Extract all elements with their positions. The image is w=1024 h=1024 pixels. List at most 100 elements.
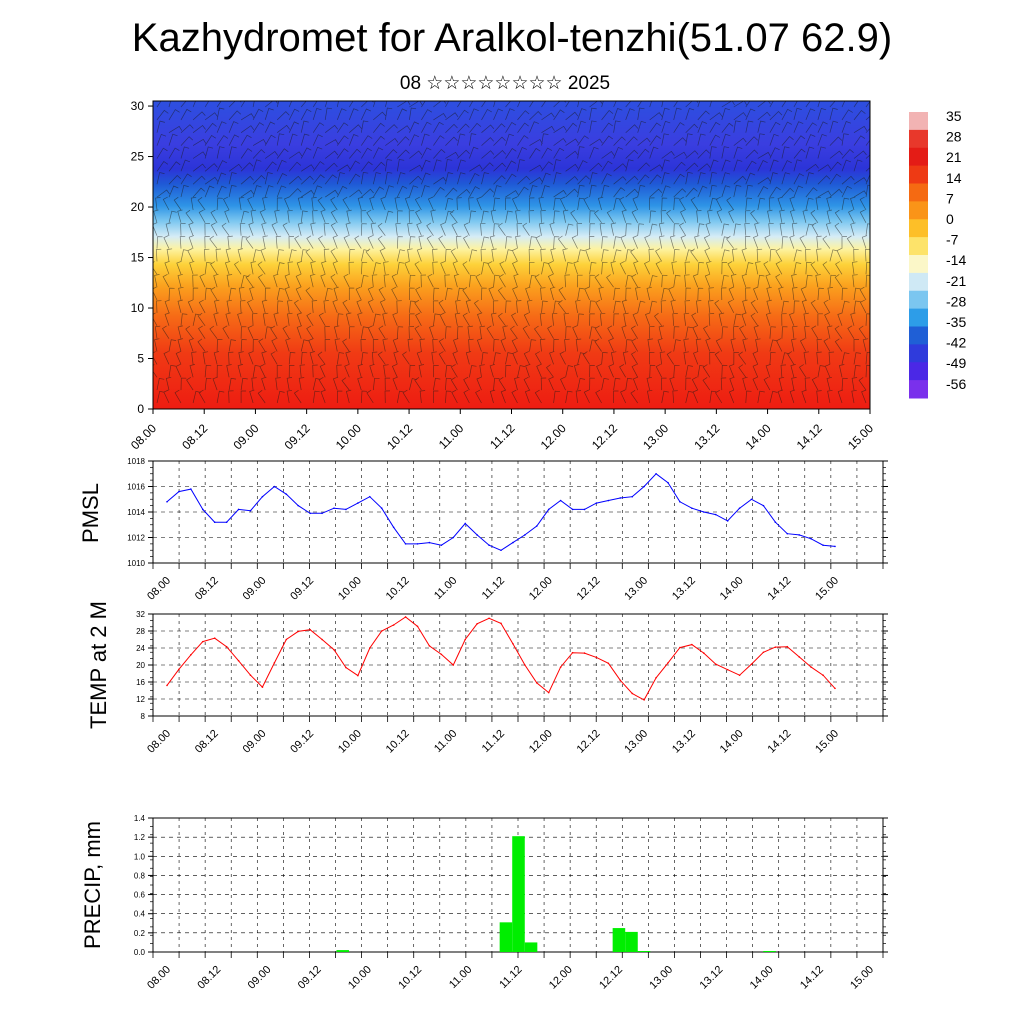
temp-xtick-label: 15.00 — [813, 728, 841, 756]
temp-xtick-label: 10.12 — [384, 728, 412, 756]
precip-xtick-label: 09.00 — [246, 964, 274, 992]
cs-ytick-label: 15 — [131, 251, 145, 265]
temp-point — [667, 662, 669, 664]
pmsl-point — [225, 521, 228, 523]
pmsl-panel: PMSL 1010 1012 1014 1016 1018 08.00 08.12 09.00… — [78, 457, 888, 603]
colorbar-label: 0 — [946, 211, 954, 227]
temp-point — [404, 616, 407, 618]
temp-ytick-label: 20 — [136, 661, 145, 670]
colorbar-label: -14 — [946, 252, 966, 268]
temp-point — [380, 630, 383, 632]
wind-barb-field — [153, 101, 870, 404]
pmsl-point — [607, 499, 610, 502]
temp-ytick-label: 8 — [141, 712, 146, 721]
temp-xtick-label: 14.00 — [718, 728, 746, 756]
pmsl-point — [667, 481, 669, 484]
temp-point — [595, 656, 598, 659]
colorbar-swatch — [909, 183, 928, 202]
temp-point — [786, 645, 789, 648]
page-title: Kazhydromet for Aralkol-tenzhi(51.07 62.… — [131, 16, 893, 60]
temp-point — [702, 652, 705, 654]
pmsl-point — [750, 498, 753, 501]
pmsl-xtick-label: 14.12 — [765, 575, 793, 603]
pmsl-xtick-label: 10.00 — [336, 575, 364, 603]
temp-point — [631, 692, 634, 695]
cs-xtick-label: 12.12 — [589, 421, 620, 452]
precip-ytick-label: 0.4 — [134, 910, 146, 919]
temp-point — [798, 656, 801, 658]
temp-xtick-label: 10.00 — [336, 728, 364, 756]
temp-point — [500, 622, 502, 625]
temp-xtick-label: 12.12 — [575, 728, 603, 756]
colorbar-swatch — [909, 255, 928, 274]
precip-bar — [637, 951, 651, 952]
pmsl-point — [834, 545, 836, 548]
cs-xtick-label: 09.12 — [282, 421, 313, 452]
temp-point — [309, 628, 311, 631]
temp-line — [166, 616, 836, 701]
temp-point — [416, 625, 419, 628]
colorbar-swatch — [909, 201, 928, 220]
temp-point — [166, 684, 168, 687]
cs-xtick-label: 15.00 — [845, 421, 876, 452]
temp-point — [714, 663, 717, 665]
wind-barbs — [153, 101, 870, 404]
colorbar-label: 7 — [946, 190, 954, 206]
pmsl-xtick-label: 08.00 — [145, 575, 173, 603]
temp-point — [762, 651, 765, 654]
cross-section-panel: 0 5 10 15 20 25 30 08.00 08.12 09.00 09.12 10.00 10… — [128, 99, 876, 452]
precip-bar — [612, 928, 626, 952]
temp-point — [750, 663, 753, 665]
colorbar-swatch — [909, 219, 928, 238]
pmsl-point — [774, 521, 777, 523]
precip-bar — [625, 931, 638, 952]
pmsl-point — [297, 504, 300, 507]
cs-ytick-label: 25 — [131, 150, 145, 164]
pmsl-point — [583, 508, 586, 511]
colorbar-label: 21 — [946, 149, 962, 165]
temp-point — [774, 646, 777, 648]
precip-xtick-label: 11.00 — [447, 964, 474, 991]
pmsl-point — [273, 485, 276, 488]
colorbar-label: 28 — [946, 129, 962, 145]
precip-xtick-label: 10.12 — [396, 964, 424, 992]
temp-point — [178, 668, 180, 671]
pmsl-point — [476, 534, 478, 536]
pmsl-ytick-label: 1014 — [127, 508, 145, 517]
pmsl-point — [702, 511, 705, 513]
colorbar-swatch — [909, 129, 928, 149]
temp-point — [392, 624, 395, 626]
pmsl-point — [309, 512, 311, 515]
cross-section-x-axis: 08.00 08.12 09.00 09.12 10.00 10.12 11.00 11.12… — [128, 409, 876, 452]
cs-xtick-label: 10.12 — [384, 421, 415, 452]
pmsl-xtick-label: 13.00 — [622, 575, 650, 603]
precip-bar — [499, 922, 513, 952]
pmsl-point — [190, 488, 192, 490]
pmsl-xtick-label: 13.12 — [670, 575, 698, 603]
temp-point — [201, 640, 204, 643]
pmsl-point — [512, 541, 514, 544]
precip-ytick-label: 1.4 — [134, 814, 146, 823]
pmsl-point — [810, 537, 812, 540]
temp-point — [512, 642, 514, 645]
cs-xtick-label: 08.00 — [128, 421, 159, 452]
temp-point — [488, 617, 490, 620]
pmsl-xtick-label: 09.12 — [288, 575, 316, 603]
pmsl-point — [452, 536, 455, 539]
temp-point — [333, 648, 335, 651]
pmsl-point — [571, 508, 574, 511]
cs-xtick-label: 11.00 — [436, 421, 467, 452]
temp-point — [619, 679, 622, 682]
pmsl-point — [404, 543, 407, 545]
temp-xtick-label: 08.12 — [193, 728, 221, 756]
precip-ytick-label: 0.8 — [134, 871, 146, 880]
pmsl-point — [380, 507, 383, 509]
pmsl-point — [237, 508, 240, 511]
temp-panel: TEMP at 2 M 8 12 16 20 24 28 32 08.00 08.12 09.00… — [86, 601, 888, 756]
precip-bar — [512, 836, 525, 952]
precip-xtick-label: 08.00 — [145, 964, 173, 992]
pmsl-ytick-label: 1012 — [127, 534, 145, 543]
pmsl-ytick-label: 1016 — [127, 483, 145, 492]
colorbar-swatch — [909, 272, 928, 292]
